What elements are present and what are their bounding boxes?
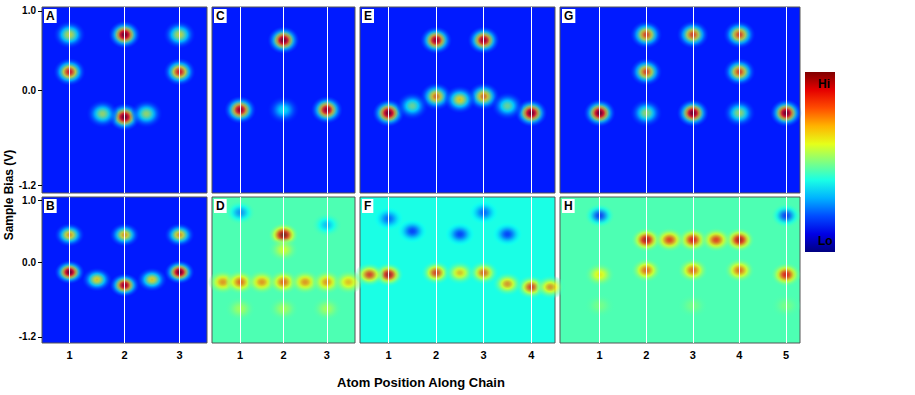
svg-text:1: 1 bbox=[597, 349, 603, 361]
svg-text:F: F bbox=[364, 199, 371, 213]
svg-text:G: G bbox=[564, 9, 573, 23]
svg-text:3: 3 bbox=[324, 349, 330, 361]
svg-text:3: 3 bbox=[690, 349, 696, 361]
svg-text:1.0: 1.0 bbox=[22, 5, 36, 16]
svg-text:Atom Position Along Chain: Atom Position Along Chain bbox=[337, 375, 505, 390]
svg-text:4: 4 bbox=[736, 349, 743, 361]
svg-text:B: B bbox=[46, 199, 55, 213]
svg-text:5: 5 bbox=[783, 349, 789, 361]
svg-text:1: 1 bbox=[237, 349, 243, 361]
svg-text:-1.2: -1.2 bbox=[19, 180, 37, 191]
svg-text:D: D bbox=[216, 199, 225, 213]
svg-text:-1.2: -1.2 bbox=[19, 331, 37, 342]
svg-text:2: 2 bbox=[643, 349, 649, 361]
svg-text:E: E bbox=[364, 9, 372, 23]
svg-text:A: A bbox=[46, 9, 55, 23]
svg-text:2: 2 bbox=[121, 349, 127, 361]
svg-text:3: 3 bbox=[176, 349, 182, 361]
svg-text:4: 4 bbox=[528, 349, 535, 361]
svg-text:3: 3 bbox=[481, 349, 487, 361]
svg-text:0.0: 0.0 bbox=[22, 85, 36, 96]
svg-text:Sample Bias (V): Sample Bias (V) bbox=[2, 150, 16, 241]
svg-text:H: H bbox=[564, 199, 573, 213]
svg-text:1.0: 1.0 bbox=[22, 195, 36, 206]
svg-text:2: 2 bbox=[280, 349, 286, 361]
svg-text:1: 1 bbox=[385, 349, 391, 361]
svg-text:2: 2 bbox=[433, 349, 439, 361]
svg-text:1: 1 bbox=[66, 349, 72, 361]
svg-text:Hi: Hi bbox=[818, 77, 830, 91]
svg-text:Lo: Lo bbox=[818, 234, 833, 248]
svg-text:C: C bbox=[216, 9, 225, 23]
svg-text:0.0: 0.0 bbox=[22, 257, 36, 268]
